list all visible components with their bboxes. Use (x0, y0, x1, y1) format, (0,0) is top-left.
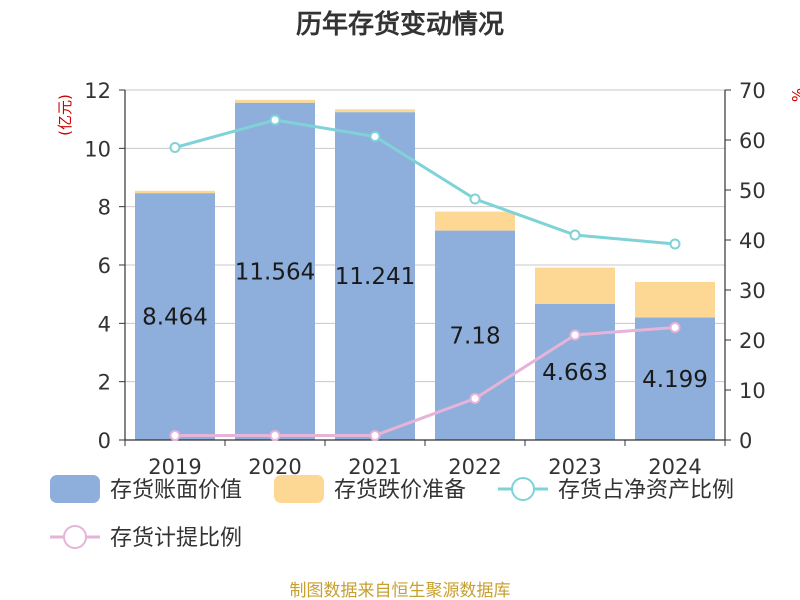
gridlines (125, 89, 725, 383)
bar-data-label: 11.564 (235, 259, 315, 285)
bar (435, 230, 515, 440)
chart-title: 历年存货变动情况 (296, 9, 504, 40)
right-axis-unit: % (789, 88, 800, 102)
data-labels: 8.464 11.564 11.241 7.18 4.663 4.199 (142, 259, 708, 392)
bar-data-label: 11.241 (335, 264, 415, 290)
bar (235, 102, 315, 440)
right-tick-label: 20 (739, 329, 766, 353)
right-tick-label: 50 (739, 179, 766, 203)
bar (335, 109, 415, 113)
legend-label: 存货跌价准备 (334, 478, 466, 503)
bar (535, 267, 615, 304)
x-tick-label: 2023 (548, 455, 601, 479)
series-point (569, 329, 581, 341)
legend-marker (63, 525, 87, 549)
series-point (469, 193, 481, 205)
series-point (469, 393, 481, 404)
left-tick-label: 4 (98, 312, 111, 336)
series-point (669, 238, 681, 250)
left-axis-unit: (亿元) (56, 94, 74, 136)
left-tick-label: 2 (98, 371, 111, 395)
legend-label: 存货账面价值 (110, 478, 242, 503)
series-point (369, 131, 381, 142)
series-point (669, 322, 681, 333)
series-point (569, 229, 581, 241)
bar (235, 99, 315, 103)
left-tick-label: 6 (98, 254, 111, 278)
left-tick-label: 0 (98, 429, 111, 453)
right-tick-label: 0 (739, 429, 752, 453)
series-point (169, 430, 181, 441)
legend-label: 存货计提比例 (110, 526, 242, 551)
legend-swatch (274, 475, 324, 503)
legend-item: 存货占净资产比例 (498, 477, 734, 503)
legend-label: 存货占净资产比例 (558, 478, 734, 503)
right-tick-label: 40 (739, 229, 766, 253)
x-tick-label: 2024 (648, 455, 701, 479)
legend-item: 存货计提比例 (50, 525, 242, 551)
x-tick-label: 2019 (148, 455, 201, 479)
source-note: 制图数据来自恒生聚源数据库 (290, 581, 511, 600)
bar-data-label: 4.663 (542, 360, 608, 386)
bar (335, 112, 415, 440)
bar (535, 303, 615, 440)
bar (635, 281, 715, 318)
legend-item: 存货账面价值 (50, 475, 242, 503)
legend-item: 存货跌价准备 (274, 475, 466, 503)
series-line (175, 326, 676, 437)
line-series (169, 114, 681, 441)
right-tick-label: 30 (739, 279, 766, 303)
x-tick-label: 2022 (448, 455, 501, 479)
x-tick-label: 2021 (348, 455, 401, 479)
bar (135, 190, 215, 194)
right-tick-label: 60 (739, 129, 766, 153)
left-tick-label: 10 (84, 137, 111, 161)
right-tick-label: 10 (739, 379, 766, 403)
right-tick-label: 70 (739, 79, 766, 103)
bar-data-label: 8.464 (142, 305, 208, 331)
left-tick-label: 12 (84, 79, 111, 103)
bar-data-label: 7.18 (449, 323, 500, 349)
series-point (369, 430, 381, 441)
series-line (174, 118, 676, 246)
series-point (269, 114, 281, 126)
bar (135, 193, 215, 440)
legend-swatch (50, 475, 100, 503)
left-tick-label: 8 (98, 196, 111, 220)
series-point (269, 430, 281, 441)
bar (635, 317, 715, 440)
bars (135, 99, 715, 440)
series-point (169, 142, 181, 153)
bar (435, 211, 515, 231)
legend-marker (511, 477, 535, 501)
bar-data-label: 4.199 (642, 367, 708, 393)
